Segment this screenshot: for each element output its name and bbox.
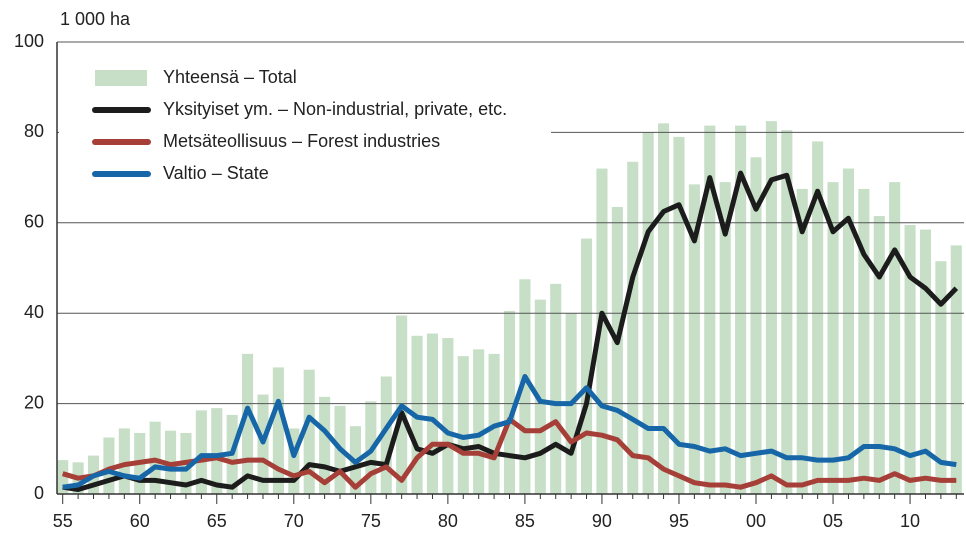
bar [195,410,207,494]
bar [858,188,870,494]
bar [611,206,623,495]
x-tick-label: 65 [207,511,227,531]
bar [873,216,885,494]
bar [426,333,439,494]
bar [103,437,115,494]
bar [596,168,608,494]
bar [889,182,901,494]
y-tick-label: 60 [24,212,44,232]
bar [503,310,516,494]
bar [272,367,284,494]
bar [303,369,315,494]
legend-label: Valtio – State [163,163,269,183]
legend-swatch [95,70,147,86]
x-tick-label: 55 [53,511,73,531]
bar [796,188,808,494]
bar [118,428,130,494]
x-tick-label: 00 [746,511,766,531]
y-tick-label: 20 [24,392,44,412]
bar [288,428,300,494]
x-tick-label: 95 [669,511,689,531]
bar [319,396,331,494]
bar [781,130,793,494]
bar [950,245,962,494]
bar [658,123,670,495]
bar [704,125,716,495]
bar [673,136,685,495]
bar [473,349,485,494]
bar [211,408,223,494]
bar [688,184,700,494]
bar [919,229,932,494]
x-tick-label: 70 [284,511,304,531]
legend-label: Yhteensä – Total [163,67,297,87]
bar [519,279,531,494]
bar [842,168,854,494]
bar [904,225,916,494]
bar [242,353,254,494]
x-tick-label: 90 [592,511,612,531]
bar [812,141,824,494]
bar [457,356,469,494]
series-line [62,374,957,490]
bar [765,121,777,494]
bar [827,182,839,494]
bar [442,338,454,494]
y-axis-unit: 1 000 ha [60,9,131,29]
x-tick-label: 60 [130,511,150,531]
bar [627,161,639,494]
bar [735,125,747,495]
bar [719,182,731,494]
y-tick-label: 0 [34,483,44,503]
x-tick-label: 80 [438,511,458,531]
legend-label: Metsäteollisuus – Forest industries [163,131,440,151]
bar [750,157,762,494]
x-tick-label: 75 [361,511,381,531]
x-tick-label: 05 [823,511,843,531]
x-tick-label: 85 [515,511,535,531]
bar [580,238,593,494]
series-line [62,170,959,492]
legend-label: Yksityiset ym. – Non-industrial, private… [163,99,507,119]
x-tick-label: 10 [900,511,920,531]
bar [380,376,392,494]
bar [935,261,947,494]
y-tick-label: 100 [14,31,44,51]
bar [550,283,562,494]
bar [57,460,69,494]
y-tick-label: 40 [24,302,44,322]
y-tick-label: 80 [24,121,44,141]
